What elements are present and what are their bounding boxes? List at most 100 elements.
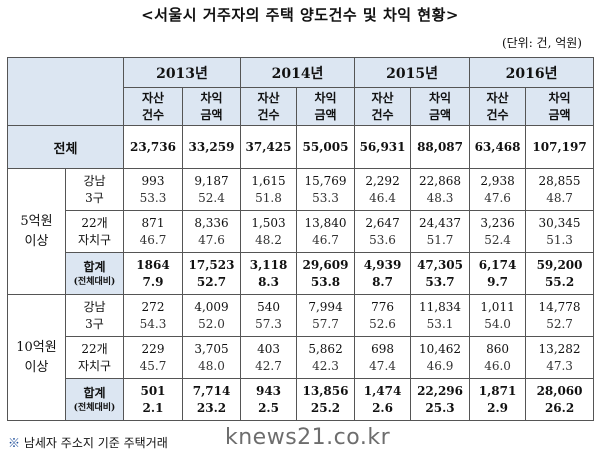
table-cell: 59,200 55.2	[525, 252, 595, 295]
table-cell: 33,259	[181, 125, 242, 169]
cell-share: 25.2	[310, 400, 341, 415]
region-label: 강남 3구	[65, 294, 124, 337]
table-cell: 107,197	[525, 125, 595, 169]
cell-value: 13,856	[302, 383, 349, 398]
cell-share: 25.3	[425, 400, 455, 415]
cell-value: 4,009	[194, 299, 229, 314]
cell-value: 1,503	[251, 215, 286, 230]
cell-value: 2,292	[365, 173, 400, 188]
table-cell: 9,187 52.4	[181, 168, 242, 211]
cell-value: 11,834	[419, 299, 462, 314]
cell-share: 57.7	[312, 316, 339, 331]
cell-value: 28,060	[536, 383, 583, 398]
table-cell: 55,005	[296, 125, 356, 169]
data-table: 2013년 2014년 2015년 2016년 자산 건수 차익 금액 자산 건수 차…	[7, 57, 595, 421]
table-cell: 8,336 47.6	[181, 210, 242, 253]
watermark: knews21.co.kr	[225, 425, 391, 450]
cell-share: 46.9	[426, 358, 454, 373]
cell-value: 8,336	[194, 215, 229, 230]
cell-value: 29,609	[302, 257, 349, 272]
cell-share: 48.2	[255, 232, 282, 247]
table-cell: 7,714 23.2	[181, 378, 242, 421]
year-header: 2014년	[240, 57, 356, 88]
count-header: 자산 건수	[123, 87, 183, 126]
cell-value: 993	[141, 173, 165, 188]
cell-value: 1,871	[478, 383, 517, 398]
cell-value: 272	[141, 299, 165, 314]
cell-value: 943	[255, 383, 282, 398]
cell-share: 47.4	[369, 358, 396, 373]
table-cell: 22,296 25.3	[410, 378, 471, 421]
cell-share: 8.7	[372, 274, 393, 289]
corner-header	[7, 57, 124, 126]
total-label: 전체	[7, 125, 124, 169]
table-cell: 7,994 57.7	[296, 294, 356, 337]
table-cell: 29,609 53.8	[296, 252, 356, 295]
table-cell: 776 52.6	[354, 294, 412, 337]
cell-share: 55.2	[544, 274, 575, 289]
cell-share: 51.7	[426, 232, 454, 247]
cell-share: 53.3	[312, 190, 339, 205]
cell-share: 54.3	[139, 316, 167, 331]
cell-share: 57.3	[255, 316, 282, 331]
year-header: 2015년	[354, 57, 471, 88]
table-cell: 23,736	[123, 125, 183, 169]
cell-value: 540	[257, 299, 280, 314]
table-row: 22개 자치구 871 46.7 8,336 47.6 1,503 48.2 13,840 46.…	[8, 210, 595, 253]
cell-value: 13,840	[304, 215, 347, 230]
cell-value: 4,939	[363, 257, 402, 272]
gain-header: 차익 금액	[410, 87, 471, 126]
table-cell: 13,840 46.7	[296, 210, 356, 253]
cell-value: 28,855	[538, 173, 581, 188]
table-cell: 28,060 26.2	[525, 378, 595, 421]
table-cell: 10,462 46.9	[410, 336, 471, 379]
table-cell: 15,769 53.3	[296, 168, 356, 211]
table-cell: 13,856 25.2	[296, 378, 356, 421]
cell-share: 53.1	[426, 316, 454, 331]
cell-share: 46.7	[312, 232, 339, 247]
cell-value: 13,282	[538, 341, 581, 356]
cell-value: 871	[141, 215, 165, 230]
table-cell: 24,437 51.7	[410, 210, 471, 253]
gain-header: 차익 금액	[296, 87, 356, 126]
cell-share: 2.6	[372, 400, 393, 415]
cell-share: 42.3	[312, 358, 339, 373]
table-cell: 3,236 52.4	[469, 210, 527, 253]
cell-value: 403	[257, 341, 280, 356]
cell-value: 776	[371, 299, 394, 314]
cell-value: 860	[486, 341, 509, 356]
table-cell: 3,118 8.3	[240, 252, 298, 295]
count-header: 자산 건수	[469, 87, 527, 126]
table-cell: 5,862 42.3	[296, 336, 356, 379]
table-cell: 1864 7.9	[123, 252, 183, 295]
cell-share: 46.4	[369, 190, 396, 205]
cell-share: 53.8	[310, 274, 341, 289]
cell-value: 14,778	[538, 299, 581, 314]
cell-value: 698	[371, 341, 394, 356]
cell-share: 52.4	[484, 232, 511, 247]
cell-share: 2.9	[487, 400, 508, 415]
table-cell: 1,871 2.9	[469, 378, 527, 421]
cell-share: 47.6	[484, 190, 511, 205]
cell-share: 47.3	[546, 358, 573, 373]
table-cell: 22,868 48.3	[410, 168, 471, 211]
gain-header: 차익 금액	[525, 87, 595, 126]
table-cell: 993 53.3	[123, 168, 183, 211]
footnote-text: 남세자 주소지 기준 주택거래	[23, 436, 168, 450]
cell-value: 2,938	[480, 173, 515, 188]
cell-value: 5,862	[308, 341, 343, 356]
table-cell: 272 54.3	[123, 294, 183, 337]
cell-value: 47,305	[417, 257, 463, 272]
cell-share: 53.7	[425, 274, 455, 289]
cell-value: 59,200	[536, 257, 583, 272]
table-cell: 403 42.7	[240, 336, 298, 379]
cell-value: 30,345	[538, 215, 581, 230]
cell-share: 48.7	[546, 190, 573, 205]
cell-value: 7,714	[192, 383, 231, 398]
cell-share: 53.6	[369, 232, 396, 247]
cell-share: 52.4	[198, 190, 225, 205]
table-cell: 860 46.0	[469, 336, 527, 379]
table-cell: 2,647 53.6	[354, 210, 412, 253]
cell-share: 2.1	[142, 400, 164, 415]
table-cell: 88,087	[410, 125, 471, 169]
